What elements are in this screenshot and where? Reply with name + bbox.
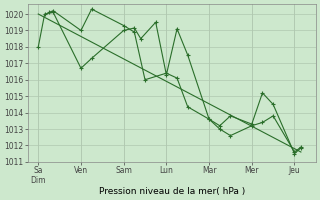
- X-axis label: Pression niveau de la mer( hPa ): Pression niveau de la mer( hPa ): [99, 187, 245, 196]
